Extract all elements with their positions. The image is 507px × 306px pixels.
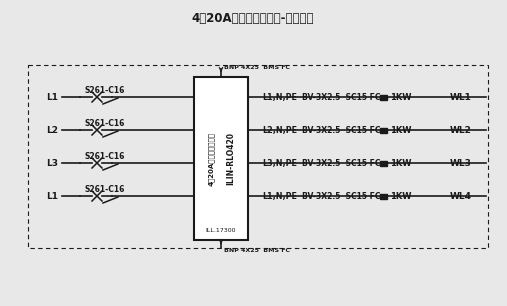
Text: S261-C16: S261-C16: [85, 151, 125, 161]
Text: WL3: WL3: [450, 159, 472, 167]
Text: L3: L3: [46, 159, 58, 167]
Text: 1KW: 1KW: [390, 125, 412, 135]
Bar: [380, 161, 387, 166]
Text: 4路20A智能继电器模块: 4路20A智能继电器模块: [208, 132, 214, 185]
Text: BNP 4X25  BMS FC: BNP 4X25 BMS FC: [224, 65, 290, 69]
Text: L2: L2: [46, 125, 58, 135]
Text: 1KW: 1KW: [390, 159, 412, 167]
Text: BV-3X2.5  SC15 FC: BV-3X2.5 SC15 FC: [302, 159, 380, 167]
Text: WL2: WL2: [450, 125, 472, 135]
Text: WL4: WL4: [450, 192, 472, 200]
Text: S261-C16: S261-C16: [85, 85, 125, 95]
Text: BV-3X2.5  SC15 FC: BV-3X2.5 SC15 FC: [302, 92, 380, 102]
Text: BV-3X2.5  SC15 FC: BV-3X2.5 SC15 FC: [302, 125, 380, 135]
Text: S261-C16: S261-C16: [85, 185, 125, 193]
Text: L2,N,PE: L2,N,PE: [262, 125, 297, 135]
Text: L1: L1: [46, 192, 58, 200]
Text: 1KW: 1KW: [390, 92, 412, 102]
Text: ILIN-RLO420: ILIN-RLO420: [226, 132, 235, 185]
Text: L1,N,PE: L1,N,PE: [262, 92, 297, 102]
Text: ILL.17300: ILL.17300: [206, 227, 236, 233]
Text: 4路20A智能继电器模块-系统图示: 4路20A智能继电器模块-系统图示: [192, 12, 314, 24]
Text: WL1: WL1: [450, 92, 472, 102]
Text: L1: L1: [46, 92, 58, 102]
Bar: [380, 193, 387, 199]
Text: 1KW: 1KW: [390, 192, 412, 200]
Bar: [380, 128, 387, 132]
Text: BNP 4X25  BMS FC: BNP 4X25 BMS FC: [224, 248, 290, 252]
Text: S261-C16: S261-C16: [85, 118, 125, 128]
Text: L3,N,PE: L3,N,PE: [262, 159, 297, 167]
Bar: [28, 65, 488, 248]
Text: BV-3X2.5  SC15 FC: BV-3X2.5 SC15 FC: [302, 192, 380, 200]
Text: L1,N,PE: L1,N,PE: [262, 192, 297, 200]
Bar: [380, 95, 387, 99]
Bar: [194, 77, 248, 240]
